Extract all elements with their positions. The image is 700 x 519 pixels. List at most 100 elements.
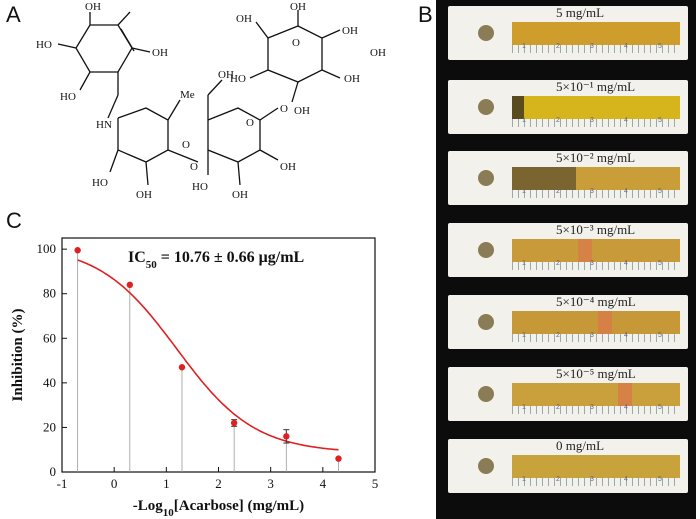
atom-label: OH [218, 69, 234, 81]
color-band [598, 311, 612, 334]
ruler-number: 2 [556, 43, 560, 50]
strip-ruler [512, 334, 680, 342]
ruler-number: 1 [522, 188, 526, 195]
atom-label: OH [370, 47, 386, 59]
y-axis-title: Inhibition (%) [10, 309, 26, 402]
ruler-number: 5 [658, 332, 662, 339]
ruler-number: 2 [556, 188, 560, 195]
ruler-number: 3 [590, 117, 594, 124]
panel-b-letter: B [418, 2, 433, 27]
sample-well [478, 242, 494, 258]
ruler-number: 5 [658, 476, 662, 483]
x-tick-label: 5 [372, 476, 379, 491]
test-strip: 1 2 3 4 5 5×10⁻¹ mg/mL [448, 79, 688, 134]
atom-label: OH [152, 47, 168, 59]
x-tick-label: 3 [267, 476, 274, 491]
atom-label: OH [280, 161, 296, 173]
ruler-number: 2 [556, 476, 560, 483]
concentration-label: 5×10⁻³ mg/mL [556, 222, 636, 237]
atom-label: OH [85, 1, 101, 13]
x-axis-title: -Log10[Acarbose] (mg/mL) [133, 498, 304, 519]
x-tick-label: 4 [320, 476, 327, 491]
atom-label: OH [342, 25, 358, 37]
color-band [512, 167, 576, 190]
acarbose-structure: OH HO OH HO HN Me O OH HO O HO OH OH O O… [36, 1, 386, 201]
ruler-number: 1 [522, 260, 526, 267]
test-strip: 1 2 3 4 5 5×10⁻² mg/mL [448, 150, 688, 205]
atom-label: O [190, 161, 198, 173]
strip-channel [512, 455, 680, 478]
strip-ruler [512, 406, 680, 414]
test-strip: 1 2 3 4 5 0 mg/mL [448, 438, 688, 493]
atom-label: O [246, 117, 254, 129]
strip-channel [512, 239, 680, 262]
data-point [335, 455, 342, 462]
atom-label: HO [92, 177, 108, 189]
strip-channel [512, 96, 680, 119]
x-tick-label: 1 [163, 476, 170, 491]
concentration-label: 5×10⁻⁴ mg/mL [556, 294, 636, 309]
test-strip: 1 2 3 4 5 5×10⁻³ mg/mL [448, 222, 688, 277]
atom-label: OH [232, 189, 248, 201]
ruler-number: 4 [624, 404, 628, 411]
atom-label: Me [180, 89, 195, 101]
structure-bonds [57, 10, 341, 186]
strip-channel [512, 311, 680, 334]
strip-channel [512, 22, 680, 45]
strip-ruler [512, 262, 680, 270]
atom-label: HO [60, 91, 76, 103]
concentration-label: 5×10⁻⁵ mg/mL [556, 366, 636, 381]
atom-label: HO [230, 73, 246, 85]
data-point [178, 364, 186, 371]
atom-label: O [280, 103, 288, 115]
atom-label: OH [344, 73, 360, 85]
ruler-number: 1 [522, 332, 526, 339]
ruler-number: 2 [556, 260, 560, 267]
strip-ruler [512, 119, 680, 127]
ruler-number: 2 [556, 332, 560, 339]
strip-ruler [512, 45, 680, 53]
ruler-number: 2 [556, 404, 560, 411]
ruler-number: 4 [624, 476, 628, 483]
color-band [618, 383, 632, 406]
atom-label: O [182, 139, 190, 151]
concentration-label: 5×10⁻¹ mg/mL [556, 79, 636, 94]
y-tick-label: 20 [43, 419, 56, 434]
atom-label: HO [36, 39, 52, 51]
ruler-number: 2 [556, 117, 560, 124]
ruler-numbers: 1 2 3 4 5 [512, 476, 680, 486]
y-tick-label: 0 [50, 464, 57, 479]
ruler-number: 4 [624, 332, 628, 339]
atom-label: OH [136, 189, 152, 201]
ruler-number: 5 [658, 404, 662, 411]
ruler-number: 4 [624, 117, 628, 124]
data-point [126, 281, 134, 288]
ruler-number: 3 [590, 404, 594, 411]
sample-well [478, 386, 494, 402]
sample-well [478, 99, 494, 115]
sample-well [478, 25, 494, 41]
structure-atom-labels: OH HO OH HO HN Me O OH HO O HO OH OH O O… [36, 1, 386, 201]
ruler-numbers: 1 2 3 4 5 [512, 43, 680, 53]
test-strip: 1 2 3 4 5 5 mg/mL [448, 5, 688, 60]
sample-well [478, 314, 494, 330]
ruler-number: 3 [590, 332, 594, 339]
x-tick-label: 0 [111, 476, 118, 491]
panel-c-letter: C [6, 208, 22, 233]
strip-ruler [512, 190, 680, 198]
color-band [578, 239, 592, 262]
y-tick-label: 80 [43, 286, 56, 301]
atom-label: O [292, 37, 300, 49]
ruler-numbers: 1 2 3 4 5 [512, 188, 680, 198]
data-point [230, 419, 238, 427]
ruler-number: 5 [658, 260, 662, 267]
color-band [512, 96, 524, 119]
sample-well [478, 170, 494, 186]
ic50-annotation: IC50 = 10.76 ± 0.66 μg/mL [128, 249, 304, 271]
ruler-number: 4 [624, 43, 628, 50]
atom-label: OH [236, 13, 252, 25]
ruler-number: 4 [624, 188, 628, 195]
ruler-number: 5 [658, 117, 662, 124]
